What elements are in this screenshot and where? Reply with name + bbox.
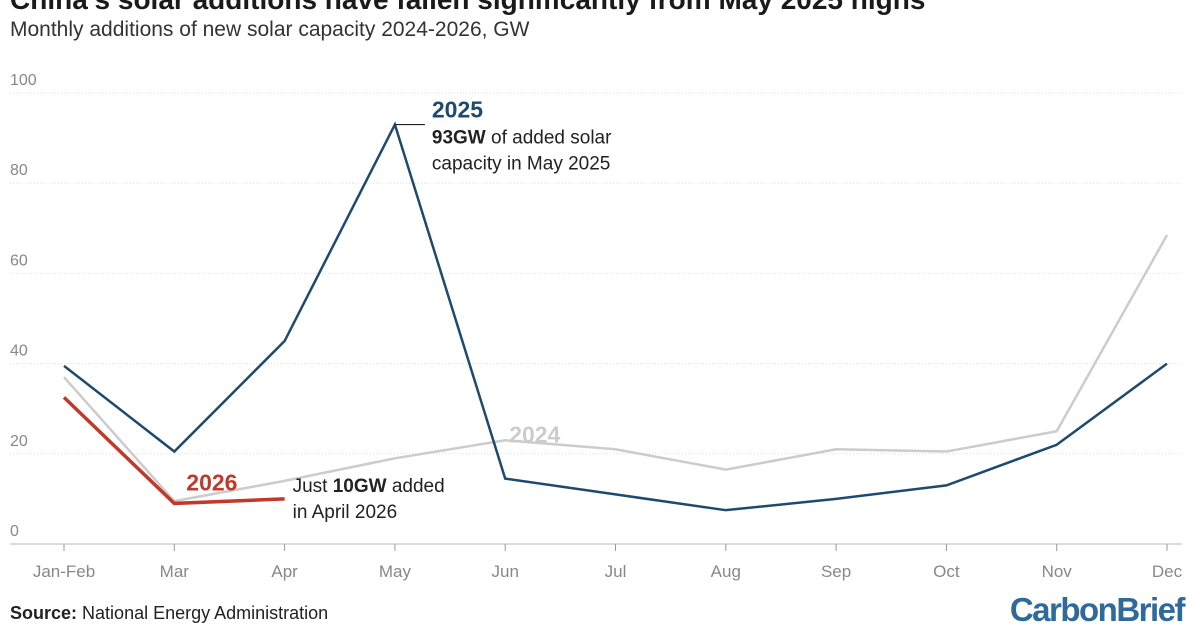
series-line-2024 (63, 234, 1169, 503)
x-tick-label: Sep (821, 562, 851, 581)
x-tick-label: Jul (605, 562, 627, 581)
y-tick-label: 20 (10, 433, 28, 450)
annotation-2026-line2: in April 2026 (293, 502, 398, 523)
x-tick-label: May (379, 562, 412, 581)
x-tick-label: Jun (491, 562, 518, 581)
annotation-2025-text: of added solar (486, 128, 612, 149)
annotation-2026-text: added (387, 476, 445, 497)
series-line-2025 (63, 121, 1168, 512)
x-tick-label: Dec (1152, 562, 1183, 581)
x-tick-label: Oct (933, 562, 960, 581)
x-tick-label: Aug (711, 562, 741, 581)
y-tick-label: 40 (10, 343, 28, 360)
x-tick-label: Mar (160, 562, 190, 581)
y-tick-label: 0 (10, 523, 19, 540)
x-tick-label: Nov (1042, 562, 1073, 581)
series-label-2024: 2024 (509, 421, 560, 447)
carbonbrief-logo: CarbonBrief (1009, 591, 1186, 628)
annotation-2025-line1: 93GW of added solar (432, 128, 612, 149)
annotation-2025-line2: capacity in May 2025 (432, 154, 611, 175)
annotation-2026-prefix: Just (293, 476, 333, 497)
chart-title: China’s solar additions have fallen sign… (10, 0, 925, 17)
y-tick-label: 80 (10, 162, 28, 179)
annotation-2026-heading: 2026 (186, 469, 237, 495)
annotation-2026-value: 10GW (333, 476, 387, 497)
x-tick-label: Apr (271, 562, 298, 581)
annotation-2026-line1: Just 10GW added (293, 476, 445, 497)
y-tick-label: 60 (10, 252, 28, 269)
source-note: Source: National Energy Administration (10, 602, 328, 624)
x-tick-label: Jan-Feb (33, 562, 95, 581)
chart-subtitle: Monthly additions of new solar capacity … (10, 18, 530, 41)
y-tick-label: 100 (10, 72, 37, 89)
source-text: National Energy Administration (82, 603, 329, 623)
annotation-2025-heading: 2025 (432, 97, 483, 123)
series-line-2026 (62, 396, 285, 506)
source-label: Source: (10, 603, 78, 623)
annotation-2025-value: 93GW (432, 128, 486, 149)
